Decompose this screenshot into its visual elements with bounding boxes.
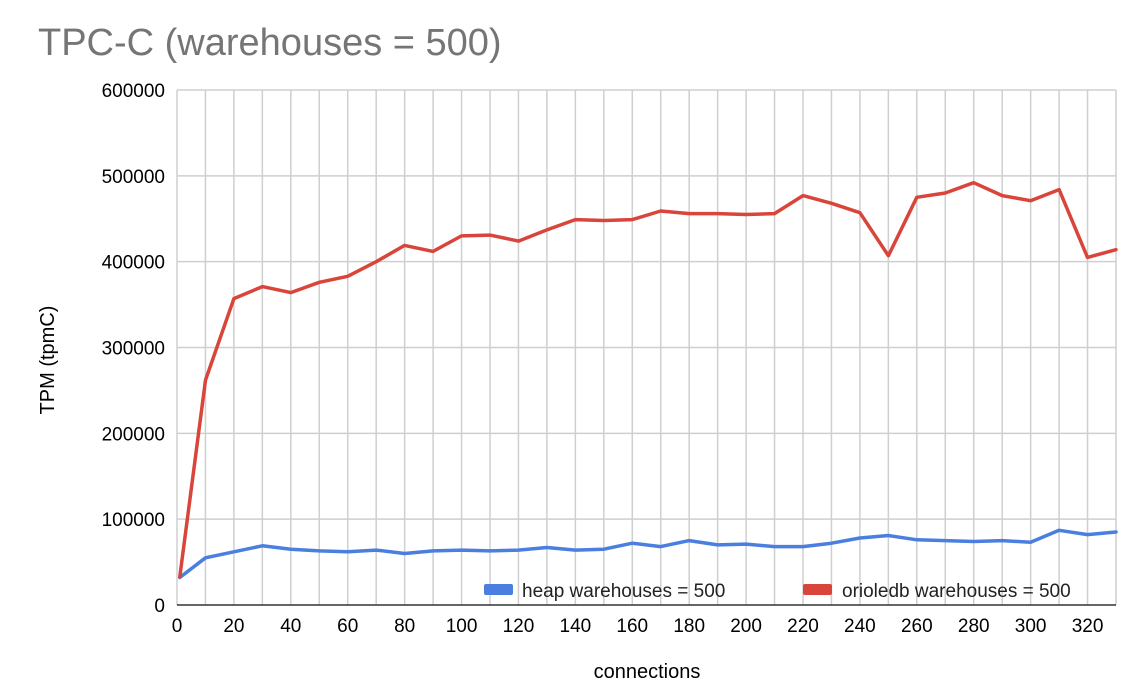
x-tick-label: 0 [172,616,183,637]
y-tick-label: 300000 [102,339,165,360]
x-tick-label: 300 [1015,616,1047,637]
y-tick-label: 500000 [102,167,165,188]
y-tick-label: 0 [154,596,165,617]
x-tick-label: 40 [280,616,301,637]
y-tick-label: 100000 [102,510,165,531]
x-tick-label: 60 [337,616,358,637]
x-axis-ticks: 0 20 40 60 80 100 120 140 160 180 200 220 240 260 280 3… [172,616,1104,637]
legend-label: heap warehouses = 500 [522,581,725,602]
series-line-1 [178,180,1118,579]
x-tick-label: 140 [560,616,592,637]
x-tick-label: 280 [958,616,990,637]
x-tick-label: 220 [787,616,819,637]
legend-label: orioledb warehouses = 500 [842,581,1071,602]
x-tick-label: 180 [673,616,705,637]
x-tick-label: 120 [503,616,535,637]
y-axis-title: TPM (tpmC) [37,306,59,415]
legend: heap warehouses = 500 orioledb warehouses… [484,581,1071,602]
x-tick-label: 160 [616,616,648,637]
y-tick-label: 200000 [102,424,165,445]
series-lines [178,180,1118,580]
x-tick-label: 80 [394,616,415,637]
y-tick-label: 400000 [102,253,165,274]
x-tick-label: 260 [901,616,933,637]
x-tick-label: 100 [446,616,478,637]
legend-swatch [484,584,513,595]
series-line-0 [178,528,1118,580]
y-axis-ticks: 0 100000 200000 300000 400000 500000 600000 [102,81,165,617]
legend-swatch [803,584,832,595]
chart-title: TPC-C (warehouses = 500) [38,22,502,64]
x-axis-title: connections [594,661,701,683]
x-tick-label: 200 [730,616,762,637]
x-tick-label: 20 [223,616,244,637]
x-tick-label: 320 [1072,616,1104,637]
y-tick-label: 600000 [102,81,165,102]
x-tick-label: 240 [844,616,876,637]
grid-lines [176,89,1117,606]
